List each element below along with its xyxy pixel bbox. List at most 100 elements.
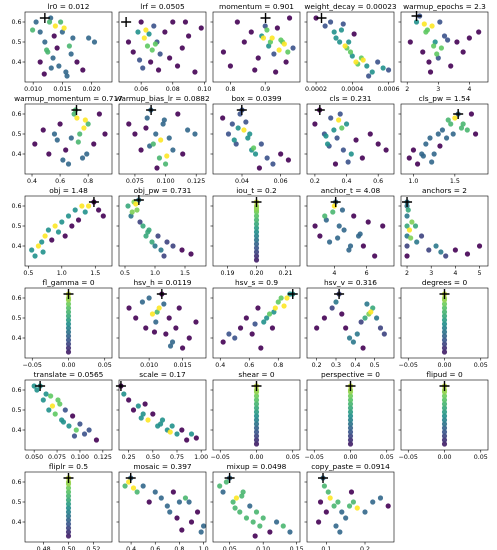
scatter-point [346, 335, 353, 341]
scatter-point [441, 389, 448, 395]
scatter-point [46, 151, 52, 157]
x-tick-label: 0.015 [53, 86, 71, 93]
x-tick-label: 0.9 [260, 86, 270, 93]
x-tick-label: −0.05 [211, 454, 230, 461]
axes-frame [400, 195, 489, 267]
subplot-title: momentum = 0.901 [219, 2, 294, 11]
subplot: anchor_t = 4.08 4 6 [304, 186, 395, 277]
x-tick-label: 0.1 [321, 546, 331, 550]
axes-frame [400, 103, 489, 175]
best-value-marker [334, 289, 345, 299]
subplot-title: cls = 0.231 [329, 94, 371, 103]
axes-frame [212, 11, 301, 83]
scatter-point [65, 341, 72, 347]
best-value-marker [260, 13, 271, 23]
scatter-point [368, 309, 374, 315]
scatter-point [65, 325, 72, 331]
scatter-point [200, 523, 207, 529]
scatter-point [143, 27, 149, 33]
scatter-point [441, 333, 448, 339]
x-tick-label: 0.015 [174, 362, 192, 369]
scatter-point [362, 315, 368, 321]
scatter-point [431, 151, 437, 157]
scatter-point [269, 325, 276, 331]
scatter-point [441, 305, 448, 311]
scatter-point [324, 141, 331, 147]
scatter-point [360, 345, 366, 351]
scatter-point [349, 53, 355, 59]
scatter-point [42, 39, 48, 45]
y-tick-label: 0.6 [11, 19, 21, 26]
x-tick-label: 0.19 [220, 270, 234, 277]
scatter-point [441, 33, 448, 39]
scatter-point [58, 19, 64, 25]
subplot: warmup_momentum = 0.717 0.4 0.6 0.8 0.4 0.5 0.… [11, 94, 123, 185]
x-tick-label: 0.6 [150, 546, 160, 550]
subplot-title: obj_pw = 0.731 [134, 186, 192, 195]
scatter-point [360, 243, 366, 249]
scatter-point [414, 239, 420, 245]
scatter-point [429, 159, 435, 165]
scatter-point [353, 137, 359, 143]
scatter-point [166, 135, 172, 141]
scatter-point [148, 59, 154, 65]
scatter-point [232, 335, 238, 341]
scatter-point [346, 39, 352, 45]
x-tick-label: 0.05 [223, 546, 237, 550]
best-value-marker [411, 11, 422, 21]
scatter-point [340, 147, 346, 153]
scatter-point [252, 151, 259, 157]
x-tick-label: 0.50 [61, 546, 75, 550]
scatter-point [441, 429, 448, 435]
scatter-point [252, 321, 258, 327]
scatter-point [135, 403, 141, 409]
scatter-point [235, 125, 241, 131]
scatter-point [336, 223, 342, 229]
x-tick-label: 1.5 [180, 270, 190, 277]
scatter-point [329, 305, 335, 311]
scatter-point [37, 59, 43, 65]
axes-frame [212, 103, 301, 175]
scatter-point [65, 305, 72, 311]
scatter-point [431, 43, 437, 49]
scatter-point [193, 319, 199, 325]
scatter-point [74, 115, 80, 121]
scatter-point [404, 223, 410, 229]
best-value-marker [63, 473, 74, 483]
x-tick-label: 0.010 [140, 362, 158, 369]
best-value-marker [156, 289, 167, 299]
scatter-point [253, 425, 260, 431]
x-tick-label: 0.3 [331, 362, 341, 369]
scatter-point [267, 529, 273, 535]
scatter-point [476, 29, 482, 35]
scatter-point [441, 321, 448, 327]
scatter-point [243, 119, 249, 125]
scatter-point [186, 335, 192, 341]
scatter-point [192, 131, 198, 137]
scatter-point [283, 59, 289, 65]
scatter-point [435, 55, 441, 61]
y-tick-label: 0.4 [11, 59, 21, 66]
scatter-point [86, 427, 92, 433]
scatter-point [80, 67, 86, 73]
best-value-marker [345, 381, 356, 391]
scatter-point [410, 147, 417, 153]
subplot: translate = 0.0565 0.050 0.075 0.100 0.125 0.… [11, 370, 113, 461]
scatter-point [441, 425, 448, 431]
scatter-point [351, 213, 357, 219]
scatter-point [62, 233, 68, 239]
subplot: obj_pw = 0.731 0.5 1.0 1.5 [116, 186, 207, 277]
scatter-point [33, 19, 39, 25]
scatter-point [143, 125, 149, 131]
scatter-point [186, 499, 192, 505]
scatter-point [441, 405, 448, 411]
scatter-point [74, 59, 80, 65]
scatter-point [65, 213, 72, 219]
x-tick-label: 0.2 [360, 546, 370, 550]
scatter-point [253, 441, 260, 447]
x-tick-label: 0.05 [474, 454, 488, 461]
x-tick-label: 0.15 [290, 546, 304, 550]
scatter-point [125, 203, 131, 209]
axes-frame [306, 103, 395, 175]
x-tick-label: 0.8 [273, 362, 283, 369]
